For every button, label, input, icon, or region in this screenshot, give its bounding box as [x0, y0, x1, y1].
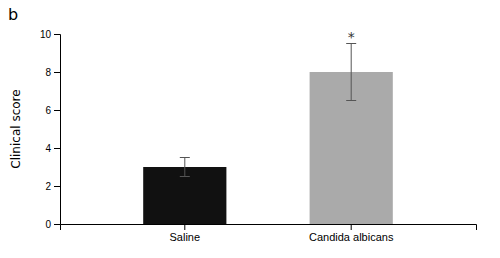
y-tick-mark — [54, 148, 60, 149]
y-axis-title: Clinical score — [9, 89, 23, 168]
y-tick-label: 6 — [45, 105, 51, 116]
y-tick-mark — [54, 34, 60, 35]
y-tick-mark — [54, 72, 60, 73]
error-bar-line — [180, 158, 190, 177]
x-axis-line — [61, 225, 477, 231]
y-tick-mark — [54, 110, 60, 111]
y-tick-mark — [54, 224, 60, 225]
y-tick: 2 — [45, 181, 60, 192]
annotation: * — [348, 29, 355, 45]
y-tick: 8 — [45, 67, 60, 78]
x-tick-label: Candida albicans — [309, 231, 394, 243]
error-bar — [180, 158, 190, 177]
chart: 0 2 4 6 8 10 Saline Candida albicans * Clinical s… — [0, 0, 500, 258]
y-tick-label: 0 — [45, 219, 51, 230]
title: b — [8, 5, 18, 24]
y-tick: 4 — [45, 143, 60, 154]
x-tick-mark — [184, 224, 185, 230]
y-axis: 0 2 4 6 8 10 — [40, 29, 61, 230]
y-tick: 6 — [45, 105, 60, 116]
x-tick: Candida albicans — [309, 224, 394, 243]
error-bar-line — [346, 44, 356, 101]
plot: 0 2 4 6 8 10 Saline Candida albicans * — [40, 29, 477, 243]
y-tick-label: 10 — [40, 29, 52, 40]
error-bar — [346, 44, 356, 101]
marks — [143, 44, 393, 225]
x-tick-label: Saline — [170, 231, 201, 243]
x-tick-mark — [351, 224, 352, 230]
y-tick-mark — [54, 186, 60, 187]
y-tick-label: 2 — [45, 181, 51, 192]
x-tick: Saline — [170, 224, 201, 243]
y-tick: 10 — [40, 29, 60, 40]
x-axis: Saline Candida albicans — [61, 224, 477, 243]
y-tick: 0 — [45, 219, 60, 230]
y-tick-label: 4 — [45, 143, 51, 154]
y-axis-line — [54, 35, 61, 225]
y-tick-label: 8 — [45, 67, 51, 78]
